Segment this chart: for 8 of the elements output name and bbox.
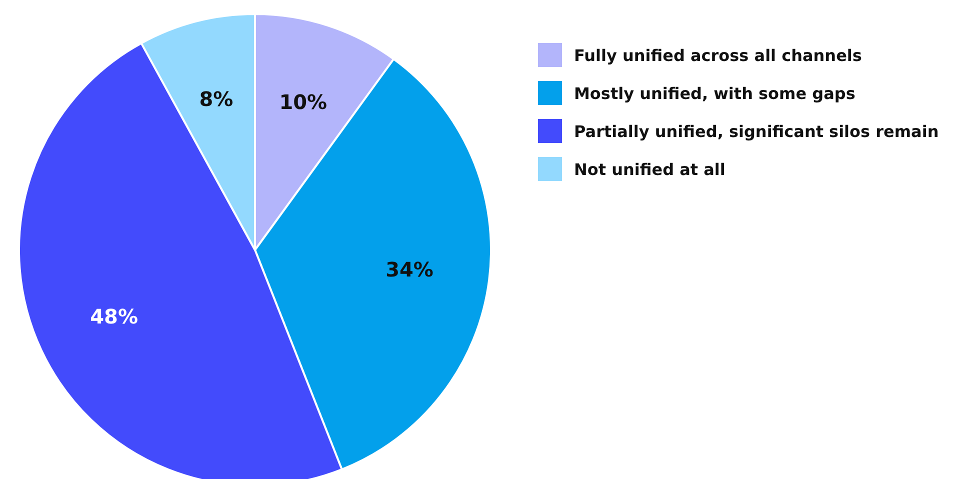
data-label: 10% <box>279 90 328 114</box>
data-label: 34% <box>386 258 434 282</box>
legend-label: Fully unified across all channels <box>574 46 862 64</box>
data-label: 8% <box>199 87 234 112</box>
legend-label: Mostly unified, with some gaps <box>574 84 856 102</box>
legend-label: Not unified at all <box>574 160 726 178</box>
data-label: 48% <box>90 304 138 328</box>
legend-label: Partially unified, significant silos remain <box>574 122 939 140</box>
